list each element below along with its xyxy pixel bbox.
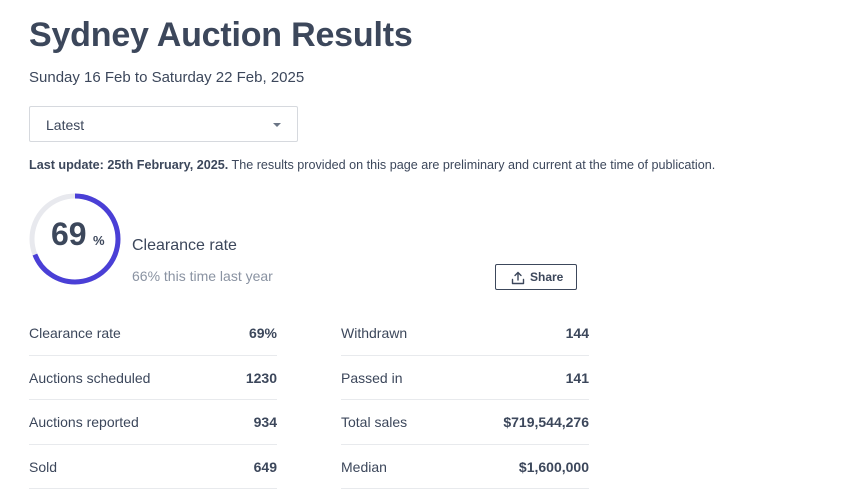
share-button[interactable]: Share (495, 264, 577, 290)
last-update-date: Last update: 25th February, 2025. (29, 158, 229, 172)
share-button-label: Share (530, 270, 564, 284)
stat-row: Passed in 141 (341, 356, 589, 400)
date-range: Sunday 16 Feb to Saturday 22 Feb, 2025 (29, 69, 305, 86)
page-title: Sydney Auction Results (29, 16, 413, 54)
stat-label: Clearance rate (29, 325, 121, 341)
stat-value: 69% (248, 325, 277, 341)
stat-value: $1,600,000 (518, 458, 589, 475)
clearance-ring (29, 193, 121, 285)
stat-value: 141 (565, 369, 589, 386)
stat-value: 934 (253, 414, 277, 430)
chevron-down-icon (273, 123, 281, 127)
clearance-rate-percent-sign: % (93, 233, 105, 248)
stat-label: Passed in (341, 369, 403, 386)
period-select[interactable]: Latest (29, 106, 298, 142)
period-select-value: Latest (46, 117, 85, 133)
stat-label: Auctions scheduled (29, 369, 151, 386)
stat-value: 1230 (245, 369, 277, 386)
stat-row: Sold 649 (29, 445, 277, 489)
stat-value: 649 (253, 458, 277, 475)
stat-row: Auctions reported 934 (29, 400, 277, 445)
ring-fill (29, 193, 121, 285)
clearance-rate-gauge: 69 % (29, 193, 121, 285)
stat-label: Withdrawn (341, 325, 408, 341)
stats-table-left: Clearance rate 69% Auctions scheduled 12… (29, 311, 277, 489)
last-update-text: The results provided on this page are pr… (228, 158, 716, 172)
stat-label: Total sales (341, 414, 408, 430)
share-upload-icon (511, 271, 525, 285)
stat-label: Auctions reported (29, 414, 139, 430)
stat-row: Withdrawn 144 (341, 311, 589, 356)
stat-value: $719,544,276 (503, 414, 589, 430)
clearance-rate-label: Clearance rate (132, 237, 237, 254)
stat-row: Median $1,600,000 (341, 445, 589, 489)
last-update-note: Last update: 25th February, 2025. The re… (29, 158, 715, 172)
clearance-last-year: 66% this time last year (132, 268, 273, 284)
stats-table-right: Withdrawn 144 Passed in 141 Total sales … (341, 311, 589, 489)
stat-label: Median (341, 458, 387, 475)
stat-row: Total sales $719,544,276 (341, 400, 589, 445)
stat-row: Clearance rate 69% (29, 311, 277, 356)
stat-value: 144 (565, 325, 589, 341)
clearance-rate-number: 69 (51, 216, 87, 252)
stat-label: Sold (29, 458, 58, 475)
stat-row: Auctions scheduled 1230 (29, 356, 277, 400)
